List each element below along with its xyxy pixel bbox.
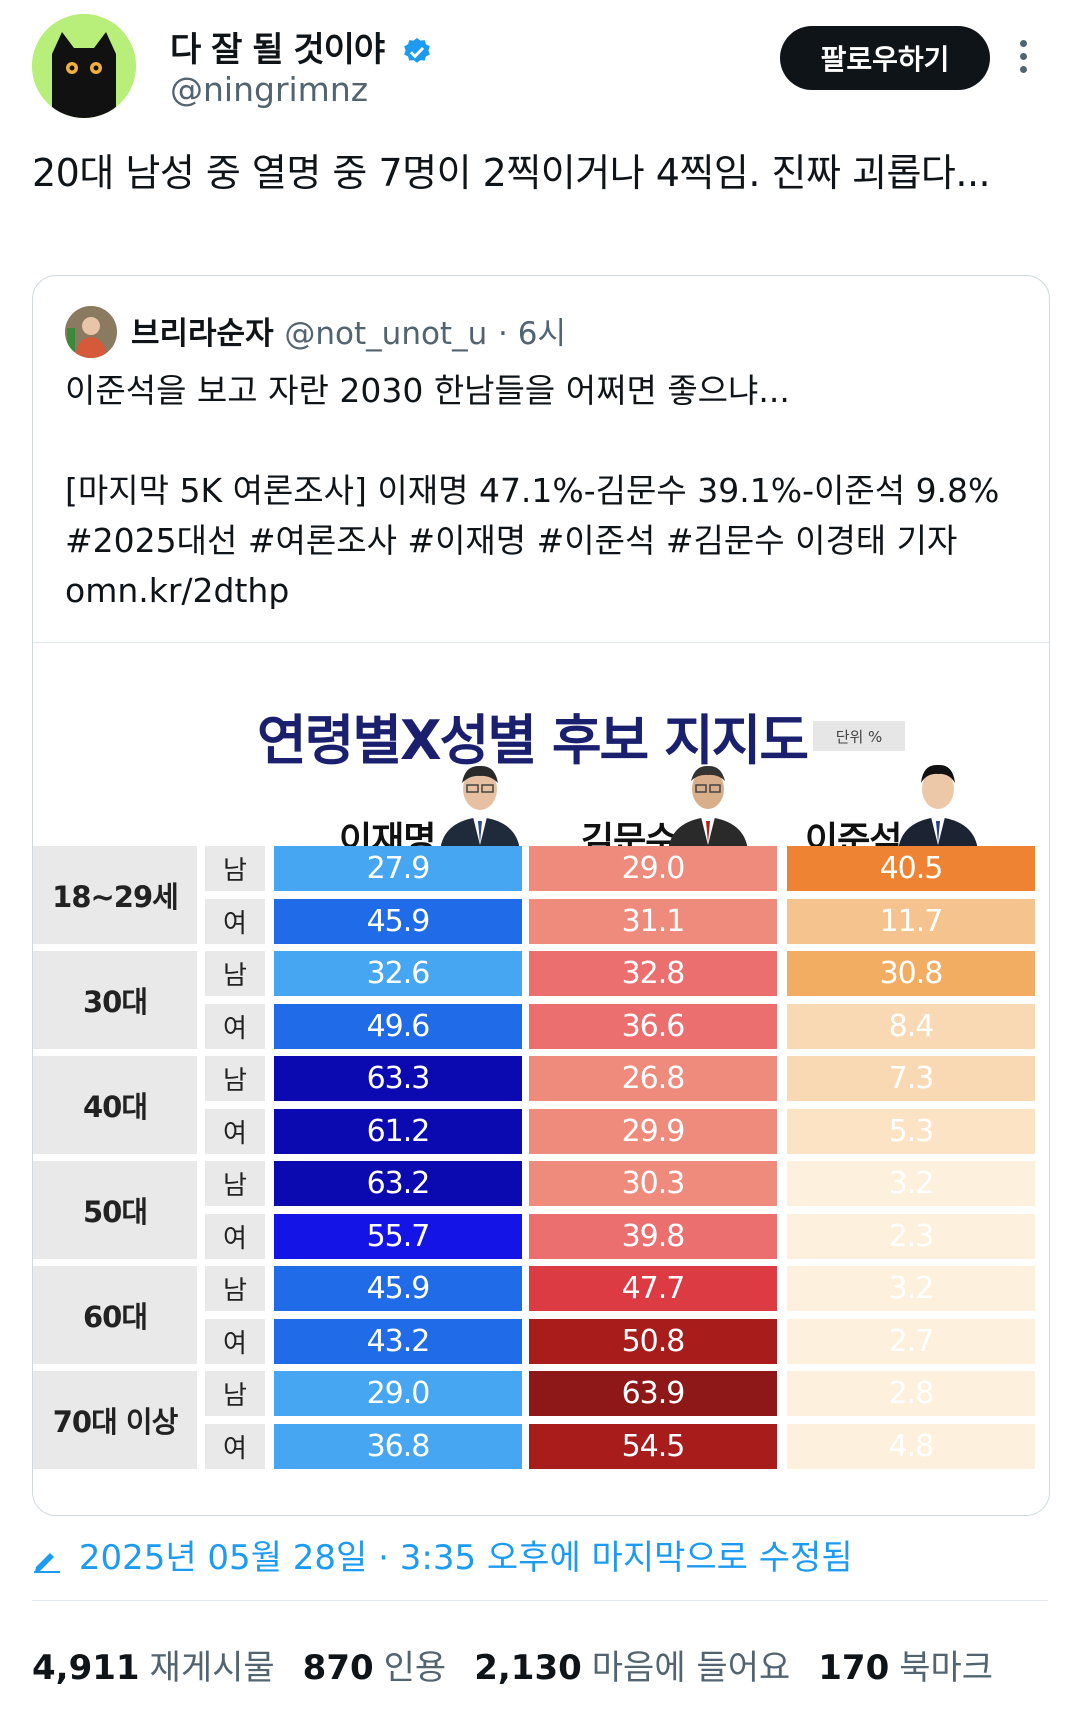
bookmarks-label: 북마크	[899, 1648, 994, 1688]
author-avatar[interactable]	[32, 14, 136, 118]
support-value-cell: 36.8	[274, 1424, 522, 1469]
poll-chart-image[interactable]: 연령별X성별 후보 지지도 단위 % 이재명 김문수 이준석	[33, 643, 1049, 1515]
support-value-cell: 30.3	[529, 1161, 777, 1206]
support-value-cell: 32.8	[529, 951, 777, 996]
support-value-cell: 3.2	[787, 1266, 1035, 1311]
person-avatar-icon	[65, 306, 117, 358]
sex-label: 남	[205, 1371, 265, 1416]
quoted-text-line: 이준석을 보고 자란 2030 한남들을 어쩌면 좋으냐...	[65, 371, 790, 410]
sex-label: 남	[205, 1161, 265, 1206]
black-cat-icon	[32, 14, 136, 118]
quoted-timestamp[interactable]: · 6시	[498, 316, 566, 352]
display-name-text[interactable]: 다 잘 될 것이야	[170, 30, 385, 70]
support-value-cell: 26.8	[529, 1056, 777, 1101]
support-value-cell: 29.9	[529, 1109, 777, 1154]
support-value-cell: 43.2	[274, 1319, 522, 1364]
support-value-cell: 31.1	[529, 899, 777, 944]
support-value-cell: 32.6	[274, 951, 522, 996]
quoted-text-line: [마지막 5K 여론조사] 이재명 47.1%-김문수 39.1%-이준석 9.…	[65, 471, 1000, 510]
age-group-label: 30대	[33, 951, 197, 1049]
age-group-label: 50대	[33, 1161, 197, 1259]
sex-label: 남	[205, 951, 265, 996]
quoted-author-line: 브리라순자 @not_unot_u · 6시	[131, 308, 566, 353]
likes-stat[interactable]: 2,130 마음에 들어요	[474, 1640, 790, 1689]
support-value-cell: 45.9	[274, 899, 522, 944]
more-options-icon[interactable]	[1020, 40, 1032, 80]
reposts-stat[interactable]: 4,911 재게시물	[32, 1640, 275, 1689]
support-value-cell: 63.2	[274, 1161, 522, 1206]
sex-label: 여	[205, 1319, 265, 1364]
support-value-cell: 63.3	[274, 1056, 522, 1101]
support-value-cell: 2.3	[787, 1214, 1035, 1259]
divider	[33, 642, 1049, 643]
follow-button[interactable]: 팔로우하기	[780, 26, 990, 90]
sex-label: 여	[205, 1004, 265, 1049]
support-value-cell: 54.5	[529, 1424, 777, 1469]
engagement-stats: 4,911 재게시물 870 인용 2,130 마음에 들어요 170 북마크	[32, 1640, 993, 1689]
sex-label: 남	[205, 1266, 265, 1311]
support-value-cell: 27.9	[274, 846, 522, 891]
sex-label: 여	[205, 1214, 265, 1259]
support-value-cell: 50.8	[529, 1319, 777, 1364]
candidate-photo-lee-js	[898, 764, 978, 851]
support-value-cell: 36.6	[529, 1004, 777, 1049]
verified-badge-icon	[404, 37, 430, 63]
candidate-photo-kim-ms	[668, 765, 748, 851]
bookmarks-count: 170	[818, 1648, 890, 1688]
quoted-author-avatar[interactable]	[65, 306, 117, 358]
support-value-cell: 5.3	[787, 1109, 1035, 1154]
pencil-icon	[34, 1552, 60, 1573]
support-value-cell: 63.9	[529, 1371, 777, 1416]
support-value-cell: 49.6	[274, 1004, 522, 1049]
support-value-cell: 4.8	[787, 1424, 1035, 1469]
unit-label: 단위 %	[813, 721, 905, 751]
author-handle[interactable]: @ningrimnz	[170, 70, 369, 109]
likes-count: 2,130	[474, 1648, 582, 1688]
sex-label: 여	[205, 899, 265, 944]
age-group-label: 40대	[33, 1056, 197, 1154]
likes-label: 마음에 들어요	[591, 1648, 791, 1688]
support-value-cell: 3.2	[787, 1161, 1035, 1206]
age-group-label: 60대	[33, 1266, 197, 1364]
support-value-cell: 39.8	[529, 1214, 777, 1259]
age-group-label: 18~29세	[33, 846, 197, 944]
quoted-author-handle[interactable]: @not_unot_u	[284, 316, 488, 352]
quotes-stat[interactable]: 870 인용	[303, 1640, 447, 1689]
support-value-cell: 40.5	[787, 846, 1035, 891]
age-group-label: 70대 이상	[33, 1371, 197, 1469]
author-display-name[interactable]: 다 잘 될 것이야	[170, 22, 433, 71]
support-value-cell: 30.8	[787, 951, 1035, 996]
candidate-photo-lee-jm	[440, 765, 520, 851]
support-value-cell: 29.0	[274, 1371, 522, 1416]
sex-label: 남	[205, 1056, 265, 1101]
support-value-cell: 11.7	[787, 899, 1035, 944]
chart-title: 연령별X성별 후보 지지도	[257, 709, 809, 772]
support-value-cell: 29.0	[529, 846, 777, 891]
support-value-cell: 7.3	[787, 1056, 1035, 1101]
tweet-text: 20대 남성 중 열명 중 7명이 2찍이거나 4찍임. 진짜 괴롭다...	[32, 151, 991, 195]
bookmarks-stat[interactable]: 170 북마크	[818, 1640, 993, 1689]
quoted-tweet[interactable]: 브리라순자 @not_unot_u · 6시 이준석을 보고 자란 2030 한…	[32, 275, 1050, 1516]
reposts-count: 4,911	[32, 1648, 140, 1688]
support-value-cell: 45.9	[274, 1266, 522, 1311]
support-value-cell: 55.7	[274, 1214, 522, 1259]
support-value-cell: 8.4	[787, 1004, 1035, 1049]
reposts-label: 재게시물	[149, 1648, 275, 1688]
quoted-author-name[interactable]: 브리라순자	[131, 316, 274, 352]
quotes-label: 인용	[383, 1648, 447, 1688]
quotes-count: 870	[302, 1648, 374, 1688]
edited-notice[interactable]: 2025년 05월 28일 · 3:35 오후에 마지막으로 수정됨	[32, 1530, 853, 1579]
support-value-cell: 2.8	[787, 1371, 1035, 1416]
quoted-link[interactable]: omn.kr/2dthp	[65, 571, 290, 610]
sex-label: 남	[205, 846, 265, 891]
support-value-cell: 2.7	[787, 1319, 1035, 1364]
sex-label: 여	[205, 1109, 265, 1154]
quoted-hashtags[interactable]: #2025대선 #여론조사 #이재명 #이준석 #김문수 이경태 기자	[65, 521, 958, 560]
quoted-text: 이준석을 보고 자란 2030 한남들을 어쩌면 좋으냐... [마지막 5K …	[65, 366, 1025, 616]
support-value-cell: 61.2	[274, 1109, 522, 1154]
sex-label: 여	[205, 1424, 265, 1469]
divider	[32, 1600, 1048, 1601]
edited-notice-text[interactable]: 2025년 05월 28일 · 3:35 오후에 마지막으로 수정됨	[78, 1538, 853, 1578]
support-value-cell: 47.7	[529, 1266, 777, 1311]
